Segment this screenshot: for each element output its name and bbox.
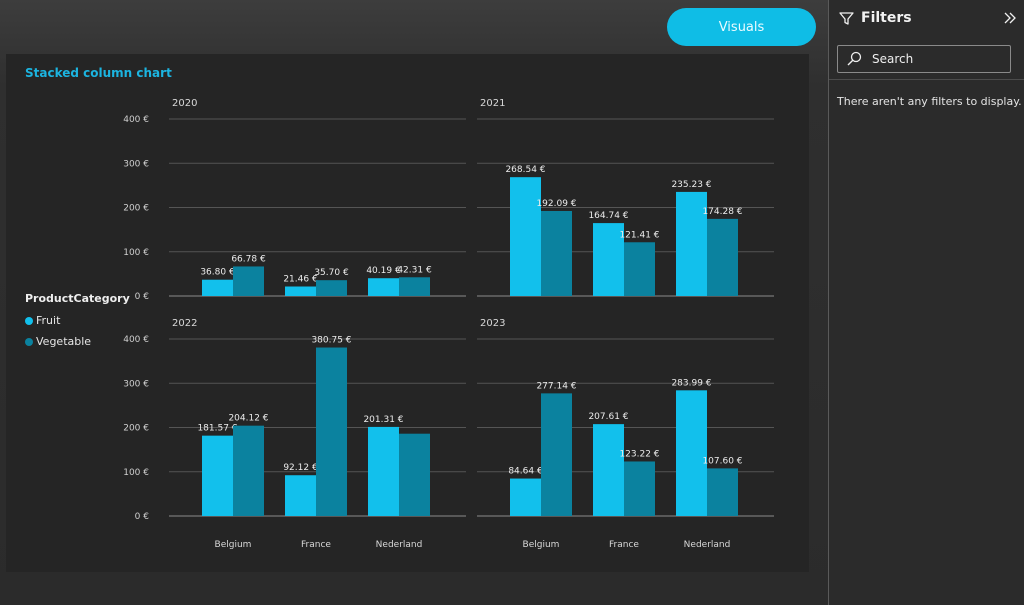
panel-year-label: 2020 xyxy=(172,98,197,109)
y-tick-label: 300 € xyxy=(123,379,149,389)
legend-item-fruit[interactable]: Fruit xyxy=(25,310,130,331)
visuals-button[interactable]: Visuals xyxy=(667,8,816,46)
legend: ProductCategory Fruit Vegetable xyxy=(25,292,130,352)
bar-vegetable xyxy=(233,425,264,516)
data-label: 192.09 € xyxy=(536,199,576,209)
data-label: 181.57 € xyxy=(197,424,237,434)
data-label: 201.31 € xyxy=(363,415,403,425)
legend-label: Fruit xyxy=(36,314,61,327)
bar-vegetable xyxy=(316,280,347,296)
bar-vegetable xyxy=(624,242,655,296)
filter-icon xyxy=(839,11,854,25)
double-chevron-right-icon xyxy=(1004,12,1016,24)
x-tick-label: Belgium xyxy=(215,540,252,550)
data-label: 174.28 € xyxy=(702,207,742,217)
filter-search-input[interactable] xyxy=(872,52,992,66)
data-label: 66.78 € xyxy=(231,254,266,264)
data-label: 380.75 € xyxy=(311,336,351,346)
x-tick-label: Nederland xyxy=(376,540,423,550)
filters-title: Filters xyxy=(861,10,912,26)
collapse-pane-button[interactable] xyxy=(1003,10,1017,29)
data-label: 277.14 € xyxy=(536,381,576,391)
bar-fruit xyxy=(202,435,233,516)
legend-item-vegetable[interactable]: Vegetable xyxy=(25,331,130,352)
y-tick-label: 0 € xyxy=(135,292,150,302)
legend-dot-icon xyxy=(25,337,33,346)
x-tick-label: France xyxy=(301,540,331,550)
search-icon xyxy=(847,51,862,66)
data-label: 107.60 € xyxy=(702,456,742,466)
data-label: 123.22 € xyxy=(619,449,659,459)
bar-fruit xyxy=(202,279,233,296)
data-label: 207.61 € xyxy=(588,412,628,422)
filters-pane: Filters There aren't any filters to disp… xyxy=(828,0,1024,605)
data-label: 121.41 € xyxy=(619,230,659,240)
chart-title: Stacked column chart xyxy=(25,66,172,80)
y-tick-label: 100 € xyxy=(123,248,149,258)
filters-header: Filters xyxy=(839,10,912,26)
bar-fruit xyxy=(676,390,707,516)
data-label: 21.46 € xyxy=(283,275,318,285)
data-label: 84.64 € xyxy=(508,467,543,477)
bar-fruit xyxy=(510,177,541,296)
bar-fruit xyxy=(368,426,399,516)
data-label: 40.19 € xyxy=(366,266,401,276)
data-label: 92.12 € xyxy=(283,463,318,473)
panel-year-label: 2021 xyxy=(480,98,505,109)
data-label: 235.23 € xyxy=(671,180,711,190)
bar-fruit xyxy=(368,278,399,296)
y-tick-label: 300 € xyxy=(123,159,149,169)
divider xyxy=(829,79,1024,80)
bar-fruit xyxy=(593,424,624,516)
filter-search-box[interactable] xyxy=(837,45,1011,73)
y-tick-label: 0 € xyxy=(135,512,150,522)
bar-vegetable xyxy=(541,393,572,516)
data-label: 283.99 € xyxy=(671,378,711,388)
data-label: 35.70 € xyxy=(314,268,349,278)
bar-fruit xyxy=(285,286,316,296)
x-tick-label: Nederland xyxy=(684,540,731,550)
chart-plot: 0 € 100 € 200 € 300 € 400 € 2020 36.80 € 21.46 … xyxy=(123,98,774,550)
legend-dot-icon xyxy=(25,316,33,325)
empty-filters-message: There aren't any filters to display. xyxy=(837,95,1022,108)
y-tick-label: 100 € xyxy=(123,468,149,478)
data-label: 36.80 € xyxy=(200,268,235,278)
data-label: 268.54 € xyxy=(505,165,545,175)
bar-fruit xyxy=(676,191,707,296)
bar-vegetable xyxy=(233,266,264,296)
x-tick-label: France xyxy=(609,540,639,550)
chart-card[interactable]: Stacked column chart ProductCategory Fru… xyxy=(6,54,809,572)
bar-vegetable xyxy=(399,433,430,516)
bar-vegetable xyxy=(707,468,738,516)
data-label: 164.74 € xyxy=(588,211,628,221)
y-tick-label: 400 € xyxy=(123,335,149,345)
bar-vegetable xyxy=(399,277,430,296)
bar-fruit xyxy=(593,223,624,296)
panel-year-label: 2022 xyxy=(172,318,197,329)
bar-vegetable xyxy=(316,347,347,516)
y-tick-label: 400 € xyxy=(123,115,149,125)
bar-vegetable xyxy=(541,211,572,296)
y-tick-label: 200 € xyxy=(123,424,149,434)
bar-fruit xyxy=(285,475,316,516)
legend-label: Vegetable xyxy=(36,335,92,348)
panel-year-label: 2023 xyxy=(480,318,505,329)
y-tick-label: 200 € xyxy=(123,204,149,214)
legend-title: ProductCategory xyxy=(25,292,130,305)
bar-fruit xyxy=(510,478,541,516)
x-tick-label: Belgium xyxy=(523,540,560,550)
bar-vegetable xyxy=(624,461,655,516)
bar-vegetable xyxy=(707,218,738,296)
data-label: 204.12 € xyxy=(228,414,268,424)
data-label: 42.31 € xyxy=(397,265,432,275)
